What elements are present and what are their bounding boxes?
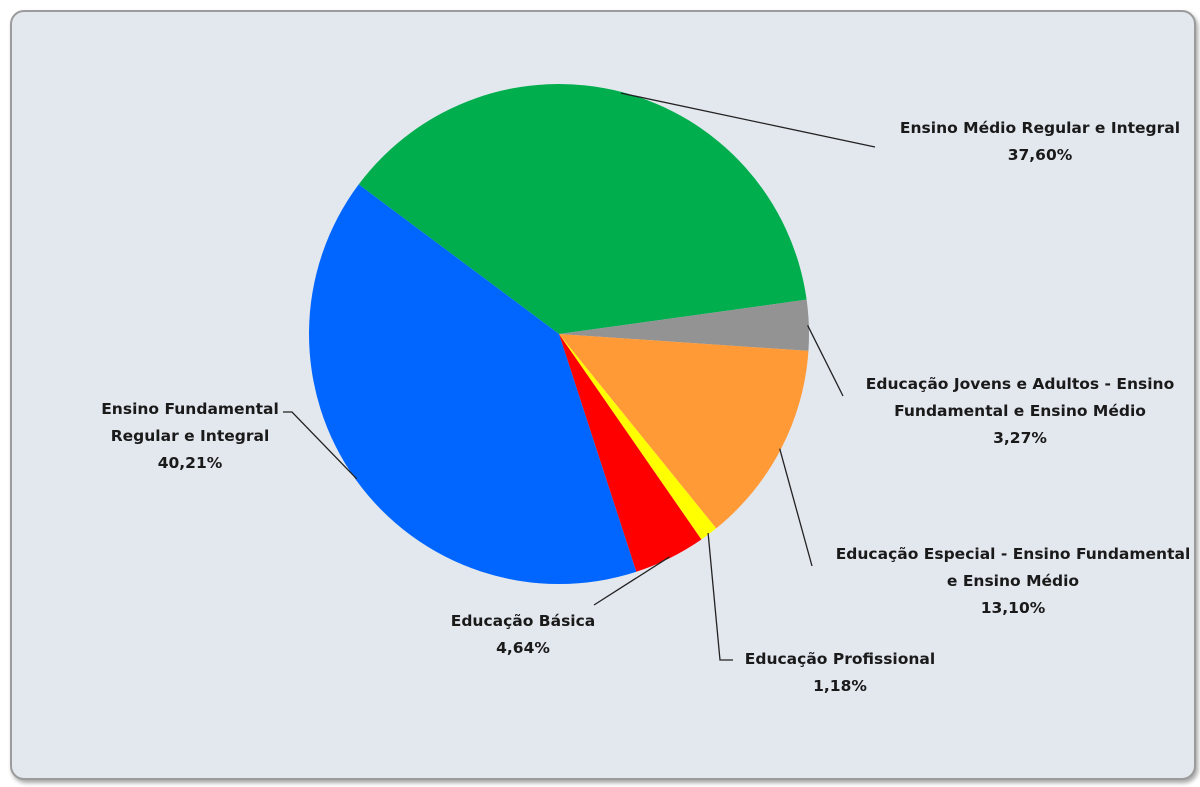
data-label-category: e Ensino Médio bbox=[947, 572, 1079, 590]
pie-slice bbox=[309, 184, 637, 585]
data-label-category: Educação Jovens e Adultos - Ensino bbox=[866, 375, 1174, 393]
data-label-value: 4,64% bbox=[496, 639, 550, 657]
leader-line bbox=[593, 556, 670, 606]
pie-slice bbox=[559, 334, 702, 572]
data-label-category: Fundamental e Ensino Médio bbox=[894, 402, 1146, 420]
data-label-category: Educação Profissional bbox=[745, 650, 935, 668]
pie-slice bbox=[559, 334, 809, 529]
data-label-category: Educação Especial - Ensino Fundamental bbox=[836, 545, 1191, 563]
data-label-category: Educação Básica bbox=[451, 612, 596, 630]
leader-line bbox=[807, 325, 844, 397]
data-label-category: Ensino Médio Regular e Integral bbox=[900, 119, 1180, 137]
data-label-value: 1,18% bbox=[813, 677, 867, 695]
data-label-value: 3,27% bbox=[993, 429, 1047, 447]
data-label-category: Regular e Integral bbox=[111, 427, 270, 445]
pie-slice bbox=[358, 84, 807, 334]
leader-line bbox=[707, 533, 733, 661]
leader-line bbox=[779, 448, 813, 567]
pie-slice bbox=[559, 299, 810, 351]
data-label-category: Ensino Fundamental bbox=[101, 400, 279, 418]
data-label-value: 13,10% bbox=[981, 599, 1046, 617]
leader-line bbox=[620, 92, 876, 148]
leader-line bbox=[283, 411, 358, 480]
pie-slice bbox=[559, 334, 717, 540]
data-label-value: 40,21% bbox=[158, 454, 223, 472]
data-label-value: 37,60% bbox=[1008, 146, 1073, 164]
